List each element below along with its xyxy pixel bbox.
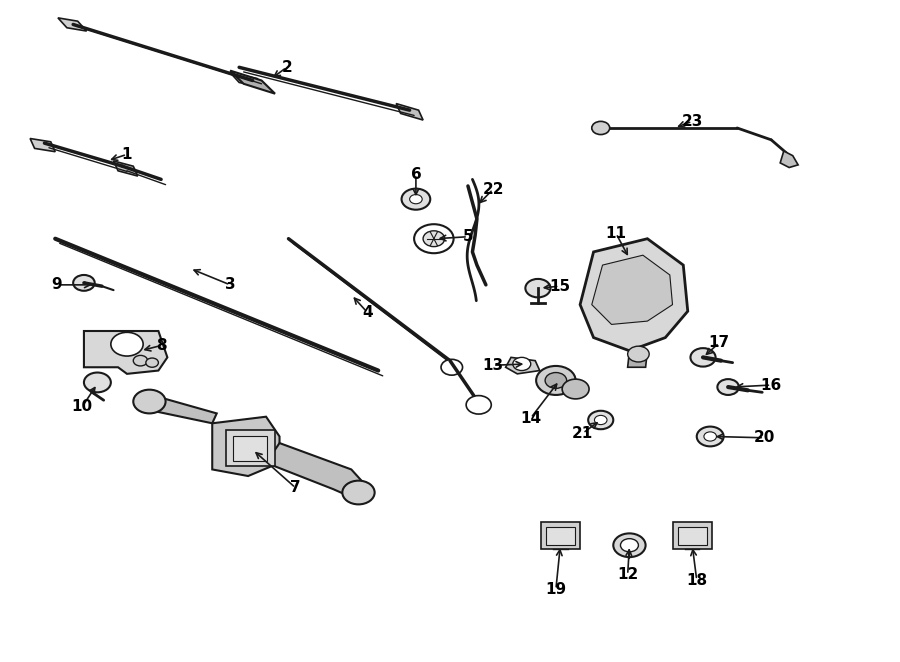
Circle shape bbox=[690, 348, 716, 367]
Polygon shape bbox=[780, 151, 798, 167]
Polygon shape bbox=[580, 239, 688, 351]
Text: 18: 18 bbox=[686, 573, 707, 588]
Circle shape bbox=[627, 346, 649, 362]
Circle shape bbox=[84, 373, 111, 393]
Text: 8: 8 bbox=[156, 338, 166, 353]
Text: 23: 23 bbox=[681, 114, 703, 129]
Text: 19: 19 bbox=[545, 582, 566, 597]
Polygon shape bbox=[113, 161, 138, 176]
Text: 3: 3 bbox=[225, 277, 236, 293]
Circle shape bbox=[562, 379, 590, 399]
Text: 21: 21 bbox=[572, 426, 593, 441]
Circle shape bbox=[410, 195, 422, 204]
Polygon shape bbox=[627, 351, 647, 367]
Circle shape bbox=[595, 415, 607, 424]
Bar bbox=[226, 430, 275, 466]
Polygon shape bbox=[230, 71, 275, 94]
Polygon shape bbox=[140, 397, 217, 423]
Circle shape bbox=[717, 379, 739, 395]
Circle shape bbox=[589, 410, 613, 429]
Text: 12: 12 bbox=[617, 567, 638, 583]
Bar bbox=[546, 527, 575, 545]
Circle shape bbox=[73, 275, 94, 291]
Polygon shape bbox=[58, 18, 86, 31]
Polygon shape bbox=[84, 331, 167, 374]
Circle shape bbox=[401, 189, 430, 210]
Polygon shape bbox=[230, 73, 266, 89]
Polygon shape bbox=[506, 357, 540, 374]
Polygon shape bbox=[592, 255, 672, 324]
Circle shape bbox=[133, 355, 148, 366]
Polygon shape bbox=[396, 103, 423, 120]
Text: 1: 1 bbox=[122, 147, 132, 162]
Circle shape bbox=[146, 358, 158, 367]
Circle shape bbox=[466, 396, 491, 414]
Circle shape bbox=[552, 529, 570, 542]
Circle shape bbox=[342, 481, 374, 504]
Text: 20: 20 bbox=[753, 430, 775, 446]
Circle shape bbox=[423, 231, 445, 247]
Text: 9: 9 bbox=[51, 277, 62, 293]
Circle shape bbox=[592, 121, 609, 134]
Circle shape bbox=[536, 366, 576, 395]
Circle shape bbox=[133, 390, 166, 413]
Text: 17: 17 bbox=[708, 336, 730, 350]
Text: 22: 22 bbox=[482, 182, 504, 197]
Bar bbox=[678, 527, 707, 545]
Circle shape bbox=[697, 426, 724, 446]
Text: 2: 2 bbox=[282, 60, 292, 75]
Circle shape bbox=[526, 279, 551, 297]
Bar bbox=[541, 522, 580, 549]
Text: 10: 10 bbox=[72, 399, 93, 414]
Circle shape bbox=[683, 529, 701, 542]
Text: 14: 14 bbox=[520, 410, 541, 426]
Text: 5: 5 bbox=[463, 229, 473, 244]
Polygon shape bbox=[266, 443, 369, 499]
Text: 4: 4 bbox=[362, 305, 373, 320]
Circle shape bbox=[414, 224, 454, 253]
Bar bbox=[233, 436, 267, 461]
Polygon shape bbox=[30, 138, 55, 152]
Text: 7: 7 bbox=[291, 481, 301, 495]
Text: 6: 6 bbox=[410, 167, 421, 181]
Circle shape bbox=[620, 539, 638, 552]
Circle shape bbox=[545, 373, 567, 389]
Text: 13: 13 bbox=[482, 357, 504, 373]
Circle shape bbox=[704, 432, 716, 441]
Circle shape bbox=[111, 332, 143, 356]
Circle shape bbox=[513, 357, 531, 371]
Text: 15: 15 bbox=[549, 279, 570, 294]
Circle shape bbox=[613, 534, 645, 557]
Bar bbox=[672, 522, 712, 549]
Circle shape bbox=[441, 359, 463, 375]
Text: 16: 16 bbox=[760, 377, 782, 393]
Text: 11: 11 bbox=[606, 226, 626, 241]
Polygon shape bbox=[212, 416, 280, 476]
